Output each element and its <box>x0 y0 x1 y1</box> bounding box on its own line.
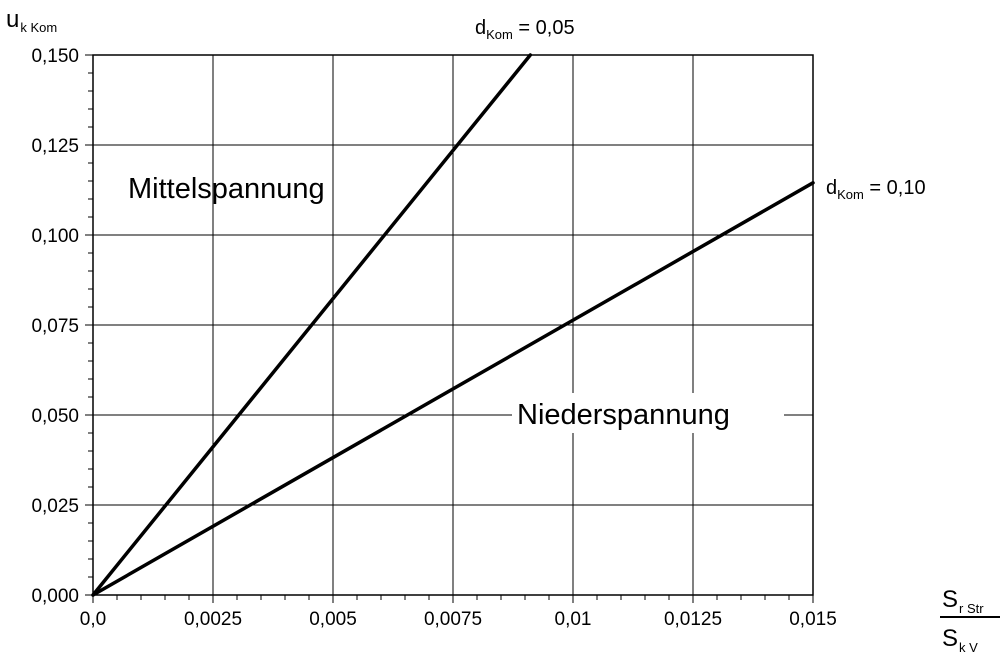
x-tick-label: 0,0 <box>80 609 106 630</box>
region-label-niederspannung: Niederspannung <box>517 399 730 431</box>
y-tick-labels: 0,000 0,025 0,050 0,075 0,100 0,125 0,150 <box>31 46 79 607</box>
region-label-niederspannung-bg <box>512 393 784 433</box>
y-tick-label: 0,050 <box>31 406 79 427</box>
plot-frame <box>92 54 814 596</box>
x-tick-label: 0,0025 <box>184 609 242 630</box>
y-tick-label: 0,100 <box>31 226 79 247</box>
x-tick-label: 0,015 <box>789 609 837 630</box>
x-tick-label: 0,005 <box>309 609 357 630</box>
y-tick-label: 0,125 <box>31 136 79 157</box>
minor-ticks <box>85 54 814 603</box>
series-line-d010 <box>91 181 815 597</box>
x-tick-label: 0,01 <box>555 609 592 630</box>
x-tick-label: 0,0125 <box>664 609 722 630</box>
series-label-d010: dKom = 0,10 <box>826 177 926 202</box>
y-tick-label: 0,025 <box>31 496 79 517</box>
y-tick-label: 0,000 <box>31 586 79 607</box>
series-lines <box>91 53 815 597</box>
region-label-mittelspannung: Mittelspannung <box>128 173 325 205</box>
x-axis-label: Sr Str Sk V <box>940 586 1000 655</box>
y-tick-label: 0,075 <box>31 316 79 337</box>
y-tick-label: 0,150 <box>31 46 79 67</box>
x-tick-labels: 0,0 0,0025 0,005 0,0075 0,01 0,0125 0,015 <box>80 609 837 630</box>
x-axis-label-denominator: Sk V <box>942 625 978 655</box>
y-axis-label: uk Kom <box>6 6 57 35</box>
series-label-d005: dKom = 0,05 <box>475 17 575 42</box>
x-tick-label: 0,0075 <box>424 609 482 630</box>
series-line-d005 <box>91 53 533 597</box>
x-axis-label-numerator: Sr Str <box>942 586 984 616</box>
grid <box>93 55 813 595</box>
